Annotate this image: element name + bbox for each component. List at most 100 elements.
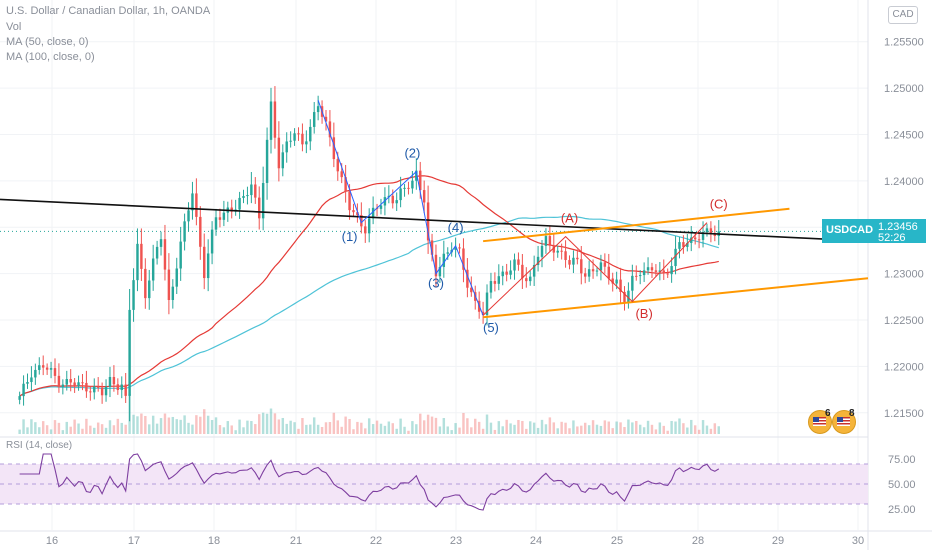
volume-bar xyxy=(195,415,198,434)
candle xyxy=(203,246,206,279)
volume-bar xyxy=(18,429,21,434)
volume-bar xyxy=(297,428,300,434)
volume-bar xyxy=(458,427,461,434)
candle xyxy=(434,254,438,277)
volume-bar xyxy=(214,417,218,434)
candle xyxy=(446,252,449,254)
volume-bar xyxy=(85,418,88,434)
wave-label: (C) xyxy=(710,197,728,212)
price-value: 1.23456 xyxy=(878,221,918,233)
candle xyxy=(682,242,685,247)
x-tick-label: 22 xyxy=(370,535,382,547)
volume-bar xyxy=(434,417,438,434)
candle xyxy=(603,262,607,267)
volume-bar xyxy=(81,428,84,434)
volume-bar xyxy=(454,423,457,434)
candle xyxy=(116,384,120,391)
candle xyxy=(442,253,446,267)
candle xyxy=(269,101,273,140)
currency-button[interactable]: CAD xyxy=(888,6,918,24)
volume-bar xyxy=(517,419,520,434)
volume-bar xyxy=(293,422,296,434)
candle xyxy=(513,259,516,271)
candle xyxy=(470,287,473,293)
volume-bar xyxy=(532,422,536,434)
volume-bar xyxy=(124,424,127,434)
volume-bar xyxy=(360,422,363,434)
rsi-tick-label: 75.00 xyxy=(888,454,916,466)
candle xyxy=(218,217,222,220)
volume-bar xyxy=(419,413,422,434)
candle xyxy=(100,387,104,396)
candle xyxy=(580,259,583,274)
candle xyxy=(462,248,465,270)
candle xyxy=(96,386,100,388)
volume-bar xyxy=(470,427,473,434)
volume-bar xyxy=(77,423,80,434)
candle xyxy=(466,269,469,288)
candle xyxy=(344,177,347,192)
candle xyxy=(391,195,394,204)
volume-bar xyxy=(356,421,359,434)
channel-upper-line xyxy=(482,207,790,243)
volume-bar xyxy=(383,425,387,434)
rsi-tick-label: 50.00 xyxy=(888,479,916,491)
wave-label: (3) xyxy=(428,276,444,291)
volume-bar xyxy=(171,416,175,434)
volume-bar xyxy=(234,430,237,434)
volume-bar xyxy=(352,429,355,434)
volume-bar xyxy=(34,422,37,434)
candle xyxy=(674,248,677,267)
volume-bar xyxy=(316,424,320,434)
ma100-line xyxy=(19,215,719,397)
candle xyxy=(481,311,485,315)
x-tick-label: 21 xyxy=(290,535,302,547)
event-flag-icon[interactable]: 6 xyxy=(808,408,832,434)
volume-bar xyxy=(544,424,548,434)
candle xyxy=(556,250,559,253)
wave-label: (1) xyxy=(342,229,358,244)
volume-bar xyxy=(658,422,662,434)
candle xyxy=(697,239,701,241)
volume-bar xyxy=(159,418,163,434)
candle xyxy=(26,382,29,384)
rsi-pane xyxy=(0,453,868,511)
y-tick-label: 1.23000 xyxy=(884,269,924,281)
volume-bar xyxy=(179,419,182,434)
volume-bar xyxy=(638,424,642,434)
volume-bar xyxy=(112,425,116,434)
volume-bar xyxy=(407,430,410,434)
volume-bar xyxy=(155,423,159,434)
volume-bar xyxy=(611,428,614,434)
wave-label: (A) xyxy=(561,211,578,226)
candle xyxy=(501,271,504,277)
price-countdown: 52:26 xyxy=(878,232,906,244)
volume-bar xyxy=(603,420,607,434)
candle xyxy=(635,275,638,277)
volume-bar xyxy=(230,425,233,434)
volume-bar xyxy=(371,424,375,434)
candle xyxy=(328,121,332,138)
volume-bar xyxy=(301,418,304,434)
volume-bar xyxy=(163,413,167,434)
candle xyxy=(132,280,135,310)
volume-bar xyxy=(53,420,57,434)
candle xyxy=(112,376,116,385)
candle xyxy=(120,384,123,391)
ma50-label: MA (50, close, 0) xyxy=(6,36,89,48)
event-flag-icon[interactable]: 8 xyxy=(832,408,856,434)
volume-bar xyxy=(167,417,171,434)
candle xyxy=(595,270,599,272)
volume-bar xyxy=(674,421,677,434)
volume-bar xyxy=(175,419,178,434)
volume-bar xyxy=(631,422,634,434)
volume-bar xyxy=(261,412,265,434)
candle xyxy=(411,180,414,189)
volume-bar xyxy=(199,416,202,434)
candle xyxy=(485,292,489,315)
volume-bar xyxy=(525,428,528,434)
candle xyxy=(686,242,689,247)
volume-bar xyxy=(281,417,285,434)
